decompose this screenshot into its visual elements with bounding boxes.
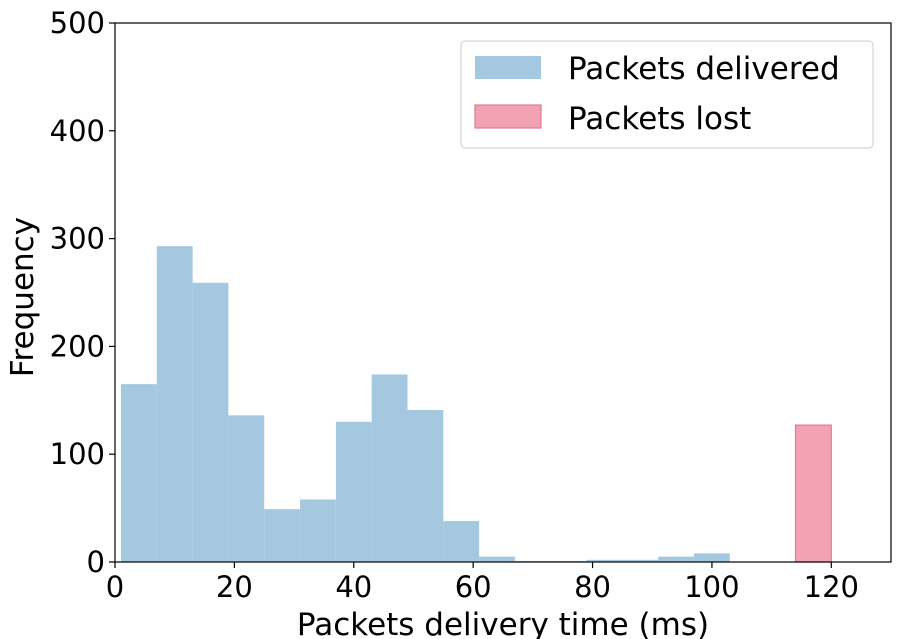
x-axis: 0 20 40 60 80 100 120: [106, 562, 859, 604]
legend-swatch-lost: [474, 104, 542, 129]
y-axis-title: Frequency: [5, 217, 41, 377]
x-tick-label: 40: [335, 570, 372, 604]
legend-label-delivered: Packets delivered: [568, 51, 840, 87]
legend-box: [460, 40, 874, 149]
y-tick-label: 500: [50, 6, 105, 40]
y-tick-label: 0: [87, 545, 105, 579]
x-tick-label: 100: [684, 570, 739, 604]
y-tick-label: 300: [50, 222, 105, 256]
bar-delivered-3: [228, 415, 265, 562]
bars-layer: [120, 246, 832, 563]
bar-delivered-10: [479, 556, 515, 562]
y-tick-label: 200: [50, 329, 105, 363]
x-axis-title: Packets delivery time (ms): [297, 607, 709, 639]
legend: Packets delivered Packets lost: [460, 40, 874, 149]
bar-delivered-14: [622, 559, 659, 562]
x-tick-label: 60: [455, 570, 492, 604]
bar-delivered-6: [335, 421, 372, 562]
bar-delivered-13: [586, 559, 623, 562]
y-axis: 0 100 200 300 400 500: [50, 6, 115, 579]
x-tick-label: 0: [106, 570, 124, 604]
bar-delivered-16: [694, 553, 730, 562]
legend-label-lost: Packets lost: [568, 101, 751, 137]
x-tick-label: 20: [216, 570, 253, 604]
y-tick-label: 400: [50, 114, 105, 148]
x-tick-label: 120: [804, 570, 859, 604]
bar-delivered-15: [658, 556, 695, 562]
bar-delivered-0: [120, 384, 157, 562]
bar-lost-0: [794, 424, 832, 563]
plot-frame: [114, 22, 892, 563]
y-tick-label: 100: [50, 437, 105, 471]
x-tick-label: 80: [574, 570, 611, 604]
bar-delivered-7: [371, 374, 408, 562]
bar-delivered-2: [192, 282, 229, 562]
bar-delivered-1: [156, 246, 193, 562]
bar-delivered-8: [407, 410, 444, 562]
bar-delivered-9: [443, 521, 480, 562]
legend-swatch-delivered: [475, 56, 541, 79]
bar-delivered-5: [300, 499, 336, 562]
bar-delivered-4: [264, 509, 301, 562]
